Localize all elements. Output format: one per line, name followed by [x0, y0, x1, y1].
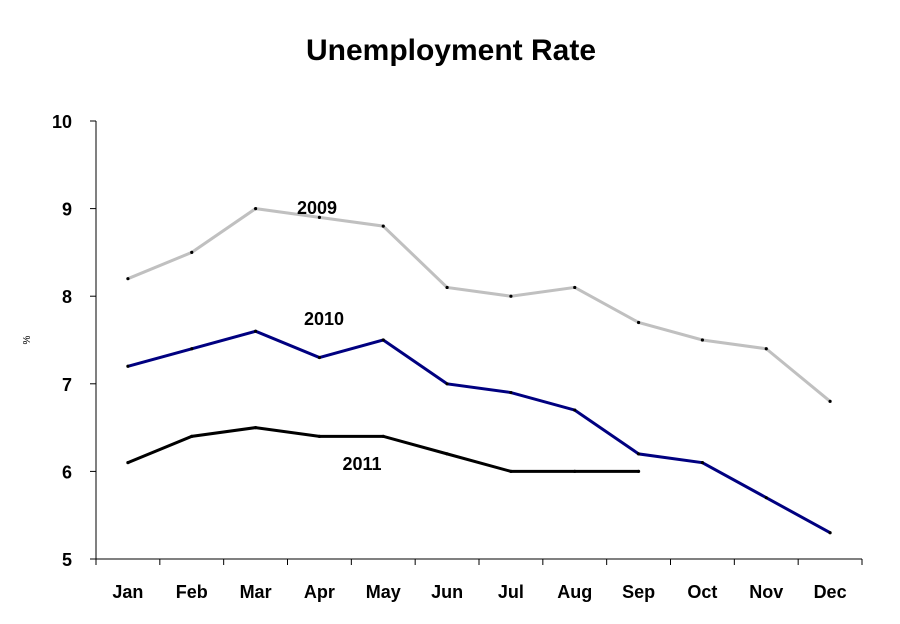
data-point-2011: [381, 434, 385, 438]
x-tick-label: Jun: [431, 582, 463, 602]
series-label-2011: 2011: [342, 454, 381, 474]
series-line-2009: [127, 207, 832, 403]
data-point-2010: [828, 531, 832, 535]
x-tick-label: Nov: [749, 582, 783, 602]
data-point-2010: [317, 355, 322, 360]
data-point-2009: [573, 285, 577, 290]
chart-title: Unemployment Rate: [306, 34, 596, 67]
y-tick-label: 7: [62, 375, 72, 395]
series-layer: [126, 207, 832, 535]
y-tick-label: 8: [62, 287, 72, 307]
y-tick-label: 5: [62, 550, 72, 570]
x-tick-label: Aug: [557, 582, 592, 602]
x-tick-label: Sep: [622, 582, 655, 602]
data-point-2009: [126, 277, 130, 281]
data-point-2009: [764, 347, 768, 351]
data-point-2011: [126, 461, 130, 465]
data-point-2010: [190, 347, 194, 351]
series-line-2011: [127, 426, 639, 473]
y-tick-label: 9: [62, 200, 72, 220]
x-tick-label: Oct: [687, 582, 717, 602]
data-point-2010: [636, 452, 641, 456]
x-tick-label: Jan: [112, 582, 143, 602]
data-point-2010: [126, 364, 130, 368]
data-point-2010: [445, 382, 449, 386]
data-point-2011: [253, 426, 258, 430]
x-tick-label: Mar: [240, 582, 272, 602]
data-point-2009: [381, 224, 385, 228]
data-point-2011: [636, 469, 641, 473]
series-labels: 2009 2010 2011: [297, 198, 382, 474]
x-tick-label: May: [366, 582, 401, 602]
data-point-2010: [700, 461, 705, 465]
data-point-2011: [509, 469, 513, 473]
x-tick-label: Jul: [498, 582, 524, 602]
data-point-2010: [764, 496, 768, 500]
data-point-2010: [381, 338, 385, 342]
series-label-2010: 2010: [304, 309, 344, 329]
data-point-2009: [317, 215, 322, 219]
data-point-2009: [509, 294, 513, 298]
data-point-2009: [190, 250, 194, 254]
series-line-2010: [127, 329, 831, 535]
data-point-2010: [253, 329, 258, 333]
data-point-2011: [445, 452, 449, 456]
data-point-2010: [509, 390, 513, 395]
data-point-2009: [636, 320, 641, 325]
data-point-2009: [700, 338, 705, 342]
axes: 5 6 7 8 9 10 Jan Feb Mar Apr May Jun Jul Aug Sep Oct Nov…: [52, 112, 863, 602]
x-tick-label: Apr: [304, 582, 335, 602]
data-point-2009: [445, 285, 449, 290]
data-point-2010: [573, 408, 577, 412]
data-point-2009: [828, 399, 832, 403]
data-point-2011: [317, 434, 322, 438]
data-point-2011: [190, 434, 194, 438]
x-tick-label: Feb: [176, 582, 208, 602]
y-tick-label: 6: [62, 462, 72, 482]
data-point-2009: [253, 207, 258, 211]
x-tick-label: Dec: [814, 582, 847, 602]
y-axis-label: %: [22, 335, 33, 344]
y-tick-label: 10: [52, 112, 72, 132]
series-label-2009: 2009: [297, 198, 337, 218]
data-point-2011: [573, 469, 577, 473]
